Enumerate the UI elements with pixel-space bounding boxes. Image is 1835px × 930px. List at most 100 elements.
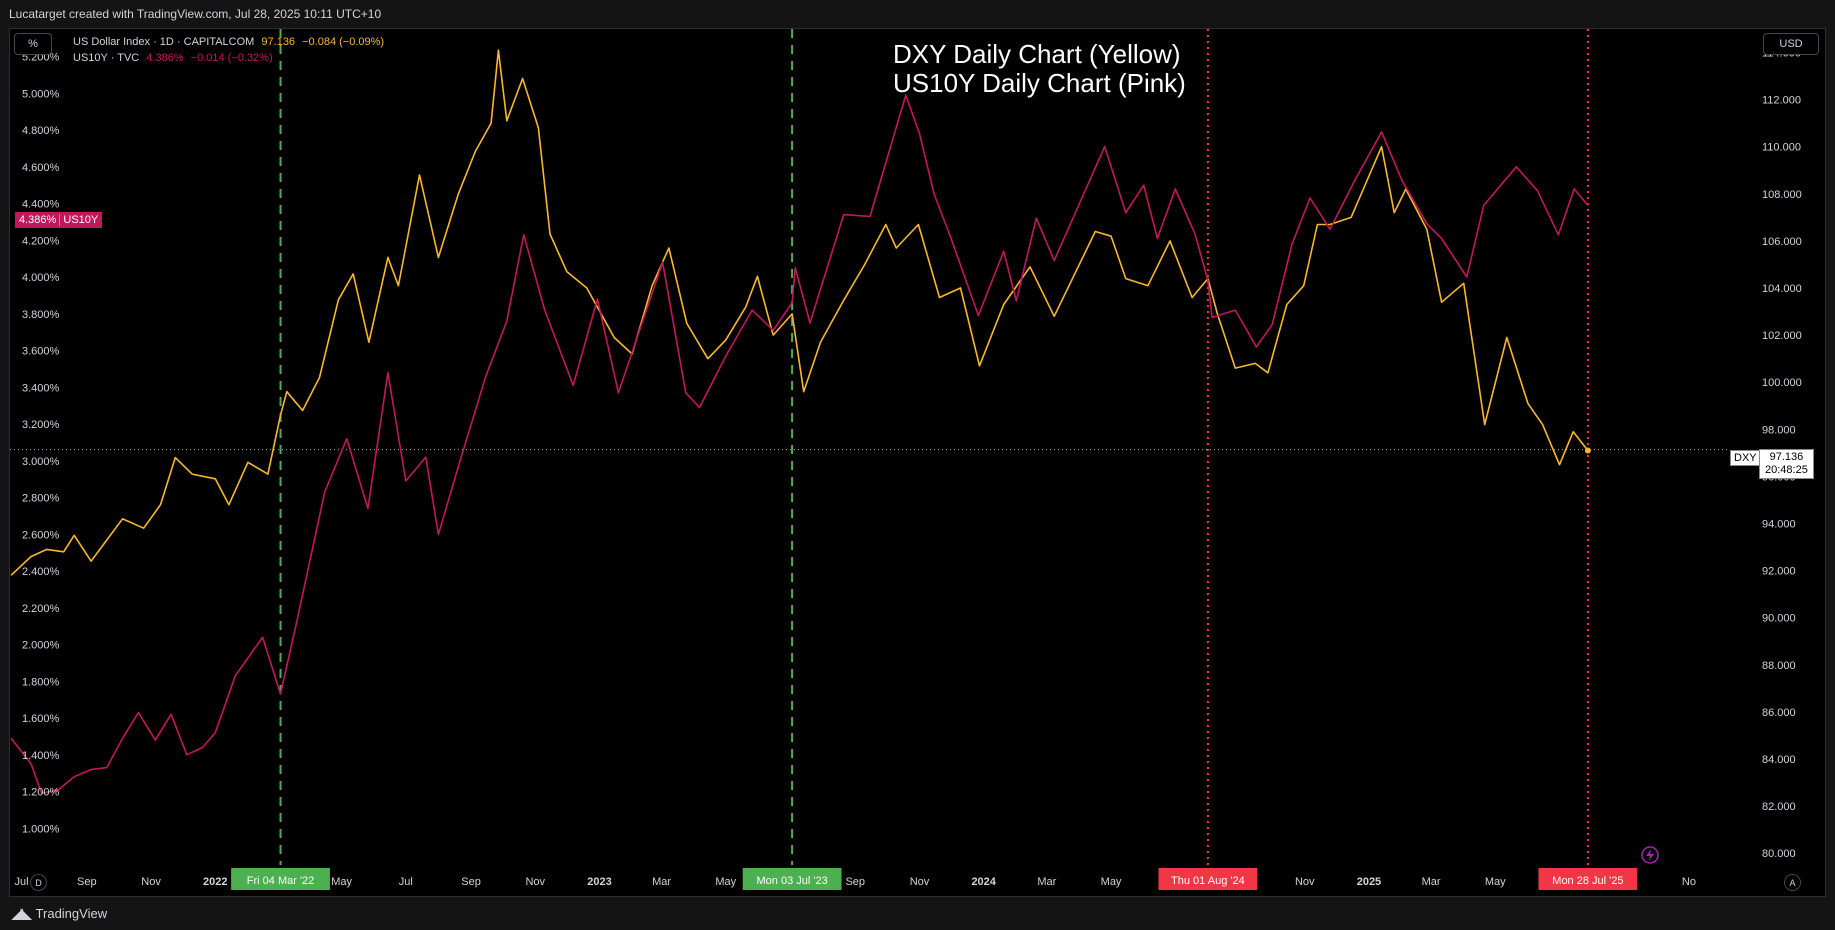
- right-axis-tick-label: 94.000: [1762, 519, 1796, 531]
- legend-dxy-name: US Dollar Index · 1D · CAPITALCOM: [73, 36, 255, 48]
- left-axis-tick-label: 2.600%: [22, 529, 60, 541]
- right-axis-tick-label: 104.000: [1762, 283, 1802, 295]
- goto-date-label: D: [35, 877, 42, 888]
- dxy-series-line: [10, 49, 1589, 576]
- time-axis-tick-label: May: [1101, 876, 1122, 888]
- right-axis-tick-label: 88.000: [1762, 660, 1796, 672]
- time-axis-tick-label: Sep: [77, 876, 97, 888]
- left-axis-tick-label: 4.200%: [22, 235, 60, 247]
- left-axis-tick-label: 4.400%: [22, 199, 60, 211]
- legend-us10y-price: 4.386%: [146, 52, 184, 64]
- percent-scale-label: %: [28, 38, 38, 50]
- date-marker-tag-label: Mon 03 Jul '23: [757, 875, 828, 887]
- left-axis-tick-label: 4.800%: [22, 125, 60, 137]
- chart-frame[interactable]: [9, 28, 1826, 897]
- dxy-price-tag-label: DXY: [1730, 450, 1761, 466]
- time-axis-tick-label: May: [331, 876, 352, 888]
- annotation-line-2: US10Y Daily Chart (Pink): [893, 68, 1186, 98]
- top-bar: Lucatarget created with TradingView.com,…: [0, 0, 1835, 28]
- date-marker-tag-label: Fri 04 Mar '22: [247, 875, 315, 887]
- time-axis-tick-label: Jul: [399, 876, 413, 888]
- goto-date-button[interactable]: D: [30, 874, 47, 891]
- date-marker-tag-bg: [231, 868, 330, 890]
- us10y-series-line: [10, 94, 1589, 795]
- date-marker-tags: Fri 04 Mar '22 Mon 03 Jul '23 Thu 01 Aug '…: [231, 868, 1638, 890]
- time-axis-tick-label: Mar: [1037, 876, 1056, 888]
- legend: US Dollar Index · 1D · CAPITALCOM 97.136…: [73, 34, 388, 66]
- auto-scale-label: A: [1789, 877, 1796, 888]
- tradingview-brand: TradingView: [35, 906, 108, 921]
- right-axis-tick-label: 110.000: [1762, 142, 1801, 154]
- currency-button[interactable]: USD: [1763, 33, 1819, 55]
- dxy-price-tag-value: 97.136: [1769, 451, 1804, 463]
- left-axis-tick-label: 1.000%: [22, 823, 60, 835]
- chart-caption: Lucatarget created with TradingView.com,…: [9, 7, 382, 21]
- left-axis-tick-label: 1.400%: [22, 750, 60, 762]
- left-axis-tick-label: 2.200%: [22, 603, 60, 615]
- time-axis-tick-label: 2025: [1357, 876, 1381, 888]
- left-axis-tick-label: 5.000%: [22, 88, 60, 100]
- annotation-line-1: DXY Daily Chart (Yellow): [893, 39, 1181, 69]
- right-axis-tick-label: 98.000: [1762, 424, 1796, 436]
- percent-scale-button[interactable]: %: [14, 33, 52, 55]
- legend-dxy-change: −0.084 (−0.09%): [302, 36, 385, 48]
- tradingview-mark-icon: ◢◣: [12, 905, 31, 921]
- us10y-price-tag-value: 4.386%: [19, 214, 57, 226]
- right-axis-tick-label: 86.000: [1762, 707, 1796, 719]
- time-axis-tick-label: Nov: [910, 876, 930, 888]
- legend-dxy-price: 97.136: [261, 36, 296, 48]
- legend-row-dxy[interactable]: US Dollar Index · 1D · CAPITALCOM 97.136…: [73, 34, 388, 50]
- time-axis-tick-label: May: [1485, 876, 1506, 888]
- right-axis-tick-label: 90.000: [1762, 613, 1796, 625]
- left-axis-tick-label: 3.400%: [22, 382, 60, 394]
- left-axis-tick-label: 1.600%: [22, 713, 60, 725]
- time-axis-ticks: Jul Sep Nov 2022 May Jul Sep Nov 2023 Mar May Sep No…: [15, 876, 1696, 888]
- auto-scale-button[interactable]: A: [1784, 874, 1801, 891]
- left-axis-tick-label: 1.800%: [22, 676, 60, 688]
- right-axis-tick-label: 108.000: [1762, 189, 1802, 201]
- time-axis-tick-label: 2022: [203, 876, 227, 888]
- date-marker-tag-bg: [1538, 868, 1638, 890]
- left-axis-ticks: 1.000% 1.200% 1.400% 1.600% 1.800% 2.000% 2.20…: [22, 52, 60, 836]
- chart-annotation[interactable]: DXY Daily Chart (Yellow) US10Y Daily Cha…: [893, 40, 1186, 98]
- left-axis-tick-label: 4.000%: [22, 272, 60, 284]
- time-axis-tick-label: 2023: [587, 876, 611, 888]
- right-axis-tick-label: 106.000: [1762, 236, 1802, 248]
- dxy-countdown: 20:48:25: [1765, 464, 1808, 476]
- time-axis-tick-label: Nov: [1295, 876, 1315, 888]
- right-axis-tick-label: 92.000: [1762, 566, 1796, 578]
- left-axis-tick-label: 3.600%: [22, 346, 60, 358]
- time-axis-tick-label: Nov: [141, 876, 161, 888]
- time-axis-tick-label: No: [1682, 876, 1696, 888]
- date-marker-lines: [279, 29, 1589, 865]
- date-marker-tag-label: Mon 28 Jul '25: [1552, 875, 1623, 887]
- date-marker-tag-bg: [742, 868, 842, 890]
- time-axis-tick-label: Jul: [15, 876, 29, 888]
- tradingview-logo[interactable]: ◢◣ TradingView: [12, 905, 107, 922]
- time-axis-tick-label: Sep: [461, 876, 481, 888]
- currency-label: USD: [1779, 38, 1803, 50]
- left-axis-tick-label: 3.000%: [22, 456, 60, 468]
- right-axis-tick-label: 82.000: [1762, 801, 1796, 813]
- legend-us10y-change: −0.014 (−0.32%): [190, 52, 273, 64]
- time-axis-tick-label: 2024: [971, 876, 996, 888]
- right-axis-ticks: 80.000 82.000 84.000 86.000 88.000 90.000 92.0…: [1762, 48, 1802, 861]
- left-axis-tick-label: 2.000%: [22, 640, 60, 652]
- legend-us10y-name: US10Y · TVC: [73, 52, 140, 64]
- right-axis-tick-label: 80.000: [1762, 848, 1796, 860]
- date-marker-tag-label: Thu 01 Aug '24: [1171, 875, 1245, 887]
- dxy-last-point: [1584, 447, 1591, 454]
- right-axis-tick-label: 100.000: [1762, 377, 1802, 389]
- time-axis-tick-label: May: [715, 876, 736, 888]
- alert-icon[interactable]: [1641, 846, 1659, 864]
- left-axis-tick-label: 1.200%: [22, 787, 60, 799]
- time-axis-tick-label: Sep: [845, 876, 865, 888]
- left-axis-tick-label: 4.600%: [22, 162, 60, 174]
- left-axis-tick-label: 2.800%: [22, 493, 60, 505]
- time-axis-tick-label: Mar: [652, 876, 671, 888]
- time-axis-tick-label: Nov: [525, 876, 545, 888]
- series-layer: [10, 49, 1591, 795]
- legend-row-us10y[interactable]: US10Y · TVC 4.386% −0.014 (−0.32%): [73, 50, 388, 66]
- time-axis-tick-label: Mar: [1422, 876, 1441, 888]
